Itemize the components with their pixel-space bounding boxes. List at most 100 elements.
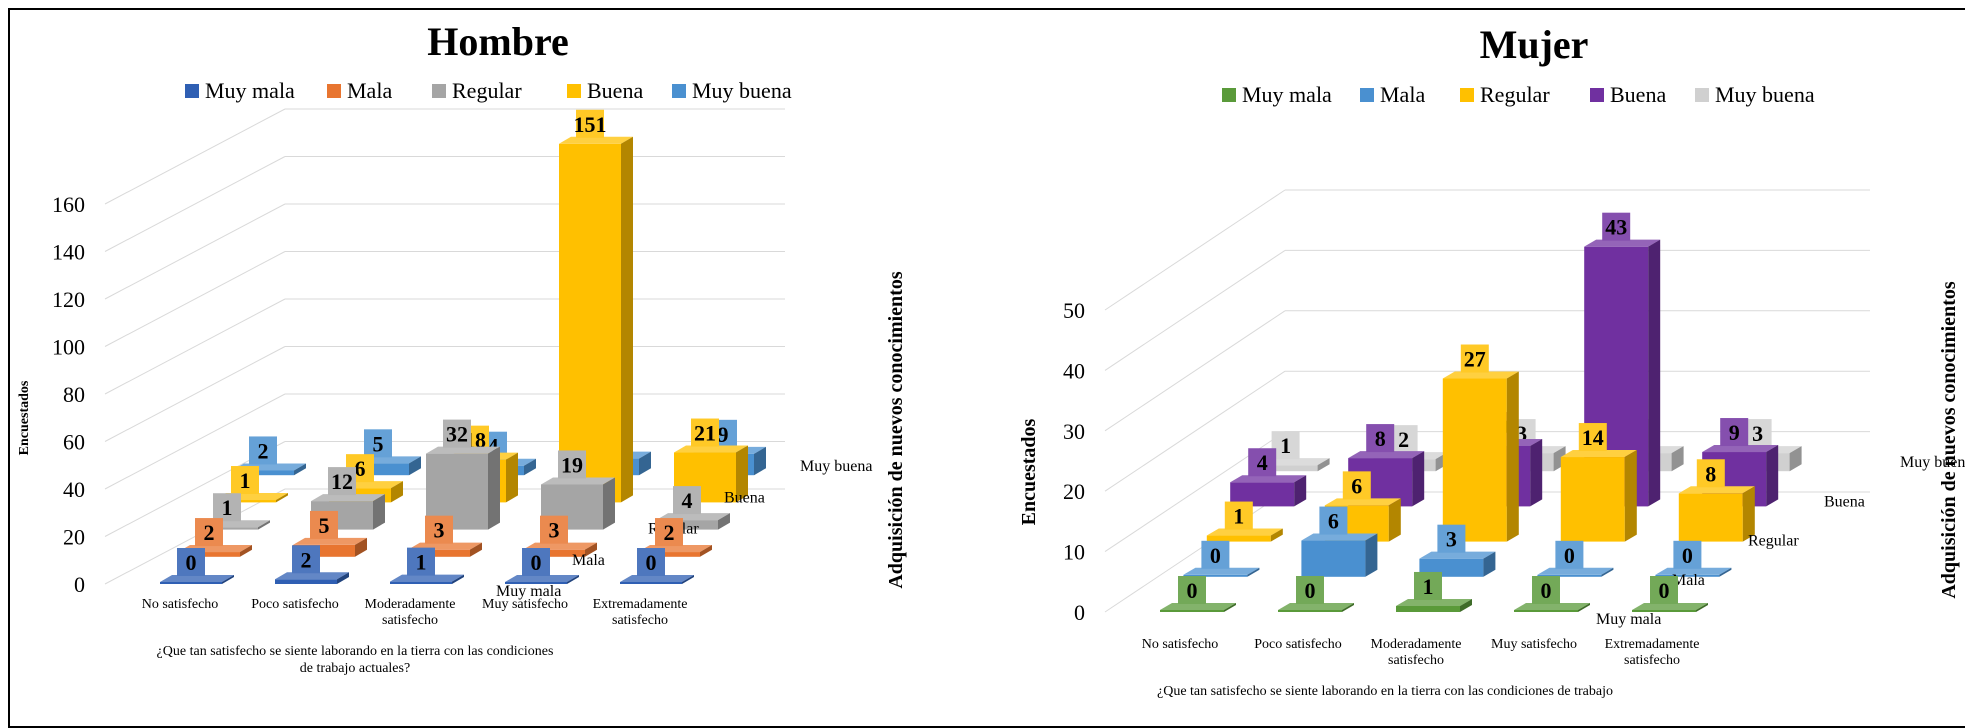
data-label: 6	[355, 456, 366, 481]
bar-side	[736, 445, 748, 503]
depth-axis-title: Adquisición de nuevos conocimientos	[885, 271, 907, 588]
bar-side	[1460, 598, 1472, 612]
bar	[505, 582, 567, 584]
data-label-box	[1366, 424, 1395, 453]
bar-side	[1742, 486, 1755, 542]
bar-top	[1419, 551, 1496, 559]
bar	[559, 143, 621, 503]
data-label: 1	[222, 495, 233, 520]
data-label: 1	[1280, 433, 1291, 458]
legend-swatch	[327, 84, 341, 98]
y-axis-title: Encuestados	[1018, 418, 1040, 525]
data-label: 4	[488, 434, 499, 459]
bar-side	[1719, 567, 1732, 577]
data-label-box	[1271, 431, 1300, 460]
y-tick-label: 40	[1063, 358, 1085, 383]
data-label-box	[576, 109, 604, 138]
data-label: 2	[664, 520, 675, 545]
y-tick-label: 120	[52, 287, 85, 312]
data-label-box	[407, 547, 435, 576]
x-tick-label: Muy satisfecho	[1491, 637, 1577, 652]
y-tick-label: 0	[74, 572, 85, 597]
gridline	[104, 251, 286, 347]
bar-top	[1632, 603, 1708, 610]
y-axis-title: Encuestados	[17, 380, 32, 455]
bar-side	[294, 463, 306, 476]
data-label-box	[637, 548, 665, 576]
data-label: 27	[1464, 347, 1486, 372]
bar	[1678, 493, 1743, 542]
data-label: 8	[1705, 461, 1716, 486]
bar	[390, 581, 452, 584]
bar-side	[1624, 450, 1637, 542]
bar-top	[1301, 533, 1378, 541]
y-tick-label: 140	[52, 240, 85, 265]
data-label-box	[691, 418, 719, 447]
data-label-box	[1743, 419, 1772, 448]
bar	[1442, 378, 1507, 542]
series-1: 2 5 3 3 2	[178, 510, 712, 557]
bar-side	[1294, 475, 1307, 507]
legend-entry: Mala	[347, 78, 392, 103]
y-tick-label: 20	[63, 525, 85, 550]
bar-side	[240, 545, 252, 557]
data-label: 2	[301, 547, 312, 572]
bar-side	[258, 520, 270, 530]
bar	[1253, 465, 1318, 472]
bar-side	[355, 537, 367, 557]
legend-swatch	[1460, 88, 1474, 102]
depth-axis-label: Muy mala	[496, 583, 561, 600]
x-tick-label: Moderadamente satisfecho	[1371, 637, 1462, 668]
y-tick-label: 60	[63, 430, 85, 455]
bar	[620, 582, 682, 584]
x-tick-label: Extremadamente satisfecho	[1605, 637, 1700, 668]
y-tick-label: 20	[1063, 479, 1085, 504]
bar	[1560, 457, 1625, 542]
bar-top	[1348, 451, 1425, 459]
bar-top	[1324, 498, 1401, 506]
data-label-box	[292, 545, 320, 574]
legend-swatch	[1590, 88, 1604, 102]
gridline	[104, 108, 286, 205]
chart-title: Mujer	[1480, 22, 1589, 67]
data-label-box	[1602, 212, 1631, 241]
data-label: 14	[1582, 425, 1604, 450]
data-label: 151	[574, 112, 607, 137]
bar-top	[674, 445, 748, 453]
legend-entry: Regular	[1480, 82, 1550, 107]
series-1: 0 6 3 0 0	[1183, 506, 1732, 577]
bar-top	[1702, 445, 1779, 453]
bar	[656, 520, 718, 530]
data-label: 3	[549, 518, 560, 543]
data-label: 1	[416, 550, 427, 575]
data-label: 4	[1257, 450, 1268, 475]
depth-axis-label: Buena	[724, 489, 765, 506]
data-label-box	[1296, 576, 1324, 604]
bar	[1537, 574, 1602, 577]
data-label-box	[1414, 571, 1442, 600]
data-label-box	[213, 493, 241, 522]
x-tick-label: Moderadamente satisfecho	[365, 597, 456, 628]
bar-top	[620, 575, 694, 582]
bar-side	[1696, 603, 1708, 612]
bar-side	[470, 542, 482, 557]
bar-side	[621, 136, 633, 503]
legend-entry: Regular	[452, 78, 522, 103]
data-label-box	[1720, 418, 1749, 447]
y-tick-label: 10	[1063, 540, 1085, 565]
bar-top	[1560, 450, 1637, 458]
gridline	[1104, 310, 1286, 432]
data-label-box	[249, 436, 277, 465]
bar-side	[524, 458, 536, 476]
bar-top	[311, 494, 385, 502]
bar-side	[391, 481, 403, 503]
bar-side	[409, 456, 421, 476]
data-label: 6	[1328, 509, 1339, 534]
data-label: 2	[258, 438, 269, 463]
depth-axis-label: Muy buena	[1900, 454, 1965, 471]
bar-top	[160, 575, 234, 582]
data-label: 1	[240, 468, 251, 493]
gridline	[1104, 491, 1286, 613]
y-tick-label: 30	[1063, 419, 1085, 444]
